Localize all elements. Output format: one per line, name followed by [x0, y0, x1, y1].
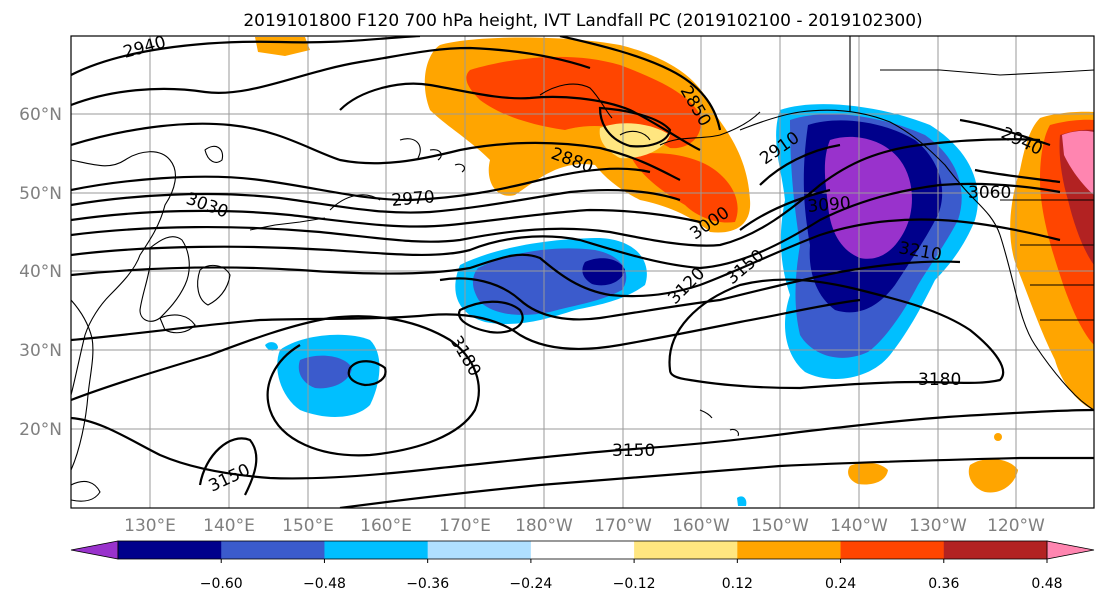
- lon-label-170e: 170°E: [439, 516, 491, 536]
- lat-label-50n: 50°N: [19, 184, 62, 204]
- colorbar-tick-label: 0.48: [1031, 576, 1062, 592]
- longitude-labels: 130°E 140°E 150°E 160°E 170°E 180°W 170°…: [124, 516, 1045, 536]
- positive-ivt-shading: [255, 37, 1094, 493]
- graticule: [71, 36, 1094, 508]
- colorbar-segment: [530, 541, 635, 559]
- colorbar-right-extension: [1046, 540, 1095, 560]
- lon-label-170w: 170°W: [594, 516, 652, 536]
- colorbar-tick-label: −0.24: [509, 576, 552, 592]
- coastlines: [71, 36, 1094, 502]
- contour-label-3060: 3060: [968, 183, 1011, 203]
- lat-label-40n: 40°N: [19, 262, 62, 282]
- colorbar-tick-label: −0.48: [303, 576, 346, 592]
- colorbar: −0.60 −0.48 −0.36 −0.24 −0.12 0.12 0.24 0.36 0.4…: [70, 540, 1095, 592]
- colorbar-segment: [221, 541, 325, 559]
- colorbar-segment: [840, 541, 945, 559]
- colorbar-segment: [427, 541, 532, 559]
- figure-title: 2019101800 F120 700 hPa height, IVT Land…: [243, 11, 922, 31]
- colorbar-segment: [737, 541, 842, 559]
- colorbar-tick-label: −0.60: [200, 576, 243, 592]
- colorbar-segment: [324, 541, 429, 559]
- lat-label-60n: 60°N: [19, 105, 62, 125]
- colorbar-tick-label: 0.24: [825, 576, 856, 592]
- lon-label-130w: 130°W: [909, 516, 967, 536]
- contour-label-3150-south: 3150: [612, 441, 655, 461]
- colorbar-tick-label: 0.36: [928, 576, 959, 592]
- colorbar-tick-label: −0.36: [406, 576, 449, 592]
- colorbar-segment: [118, 541, 222, 559]
- lat-label-20n: 20°N: [19, 420, 62, 440]
- lon-label-160w: 160°W: [672, 516, 730, 536]
- map-panel: 2940 2850 2880 2910 2970 3030 3000 3090 …: [71, 36, 1094, 508]
- map-frame: [70, 35, 1095, 509]
- height-contours: [71, 36, 1094, 508]
- colorbar-tick-label: −0.12: [613, 576, 656, 592]
- lat-label-30n: 30°N: [19, 341, 62, 361]
- lon-label-150w: 150°W: [751, 516, 809, 536]
- lon-label-150e: 150°E: [282, 516, 334, 536]
- contour-label-2970: 2970: [391, 187, 436, 211]
- lon-label-130e: 130°E: [124, 516, 176, 536]
- lon-label-140e: 140°E: [203, 516, 255, 536]
- lon-label-140w: 140°W: [830, 516, 888, 536]
- lon-label-120w: 120°W: [987, 516, 1045, 536]
- lon-label-180w: 180°W: [515, 516, 573, 536]
- colorbar-left-extension: [70, 540, 119, 560]
- lon-label-160e: 160°E: [360, 516, 412, 536]
- colorbar-frame: [117, 540, 1048, 560]
- colorbar-segment: [634, 541, 738, 559]
- contour-label-3090: 3090: [807, 193, 852, 217]
- colorbar-segment: [943, 541, 1048, 559]
- contour-label-3180-east: 3180: [918, 370, 961, 390]
- latitude-labels: 60°N 50°N 40°N 30°N 20°N: [19, 105, 62, 440]
- colorbar-tick-label: 0.12: [722, 576, 753, 592]
